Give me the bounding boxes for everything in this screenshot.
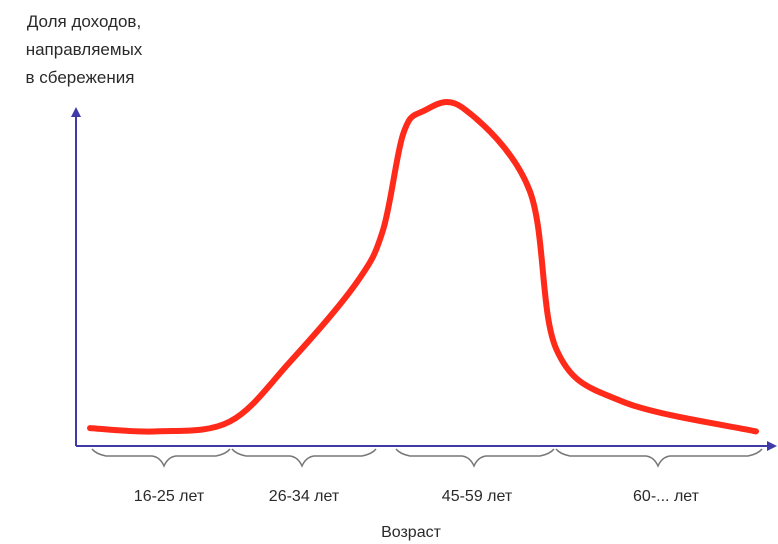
tick-label-16-25: 16-25 лет bbox=[134, 488, 205, 505]
tick-label-45-59: 45-59 лет bbox=[442, 488, 513, 505]
brace-45-59 bbox=[395, 448, 555, 468]
brace-16-25 bbox=[91, 448, 231, 468]
x-axis-label: Возраст bbox=[381, 524, 442, 541]
tick-label-26-34: 26-34 лет bbox=[269, 488, 340, 505]
y-axis-label-line-3: в сбережения bbox=[26, 68, 135, 87]
y-axis-label-line-1: Доля доходов, bbox=[27, 12, 141, 31]
brace-60 bbox=[555, 448, 763, 468]
brace-26-34 bbox=[231, 448, 377, 468]
series-line-savings-share bbox=[87, 99, 759, 435]
tick-label-60: 60-... лет bbox=[633, 488, 700, 505]
y-axis-label-line-2: направляемых bbox=[26, 40, 143, 59]
age-group-braces bbox=[91, 448, 763, 468]
